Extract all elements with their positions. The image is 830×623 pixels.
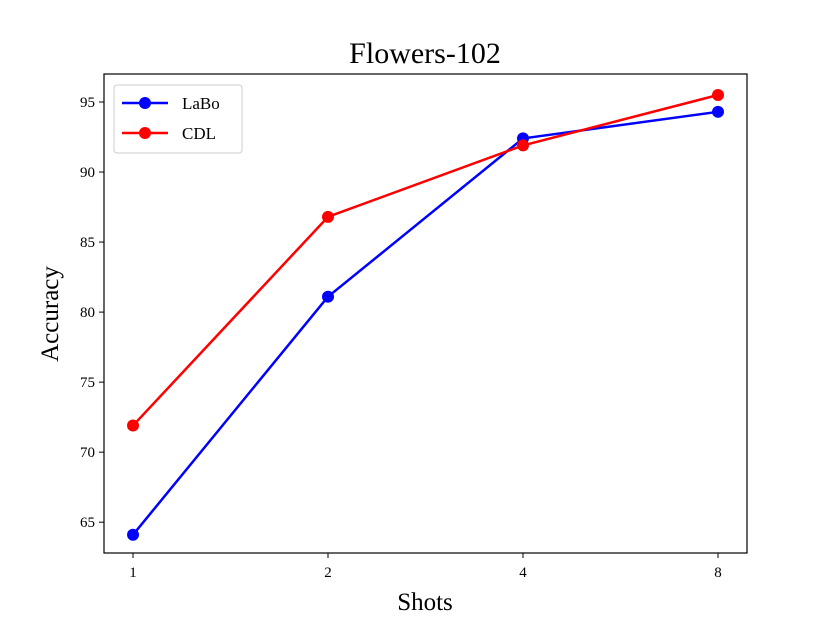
- chart-title: Flowers-102: [349, 37, 501, 70]
- y-tick-label: 85: [80, 235, 95, 251]
- plot-area-frame: [103, 73, 748, 554]
- y-axis-label: Accuracy: [37, 266, 64, 362]
- data-point-labo: [322, 290, 334, 303]
- legend-label-cdl: CDL: [182, 124, 216, 143]
- data-point-cdl: [127, 419, 139, 432]
- y-tick-label: 90: [80, 165, 95, 181]
- x-tick-label: 8: [714, 565, 722, 581]
- x-tick-label: 1: [129, 565, 137, 581]
- legend-label-labo: LaBo: [182, 94, 220, 113]
- data-point-cdl: [322, 210, 334, 223]
- legend-marker-labo: [139, 97, 151, 109]
- y-tick-label: 75: [80, 375, 95, 391]
- y-tick-label: 80: [80, 305, 95, 321]
- data-point-cdl: [517, 139, 529, 152]
- series-line-labo: [132, 110, 719, 536]
- series-line-cdl: [132, 93, 719, 427]
- y-tick-label: 65: [80, 515, 95, 531]
- y-axis-ticks: 65 70 75 80 85 90 95: [80, 95, 104, 531]
- x-axis-ticks: 1 2 4 8: [129, 553, 722, 581]
- data-point-labo: [127, 528, 139, 541]
- data-point-cdl: [712, 89, 724, 102]
- x-axis-label: Shots: [397, 589, 453, 616]
- legend-marker-cdl: [139, 127, 151, 139]
- y-tick-label: 70: [80, 445, 95, 461]
- series-layer: [127, 89, 724, 541]
- y-tick-label: 95: [80, 95, 95, 111]
- x-tick-label: 2: [324, 565, 332, 581]
- data-point-labo: [712, 105, 724, 118]
- legend-frame: [113, 84, 243, 154]
- x-tick-label: 4: [519, 565, 527, 581]
- legend: LaBo CDL: [113, 84, 243, 154]
